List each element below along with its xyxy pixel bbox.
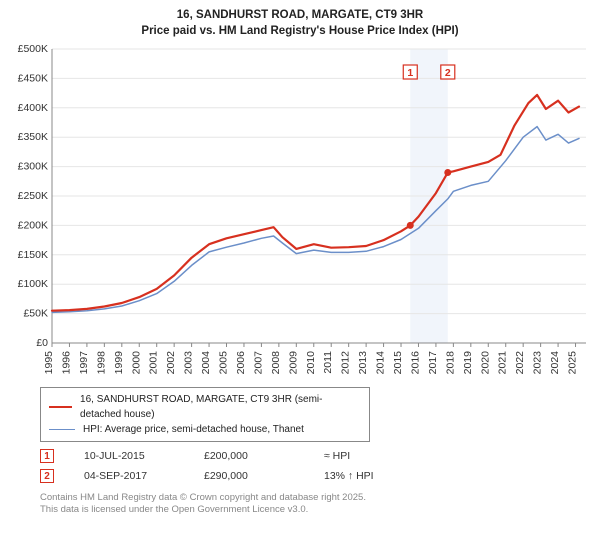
svg-text:1995: 1995 [43,351,55,375]
svg-text:2019: 2019 [462,351,474,375]
legend-item: 16, SANDHURST ROAD, MARGATE, CT9 3HR (se… [49,392,361,422]
svg-text:£300K: £300K [18,161,48,173]
svg-text:£250K: £250K [18,190,48,202]
annotation-price: £290,000 [204,470,294,482]
svg-text:1997: 1997 [78,351,90,375]
annotation-row: 2 04-SEP-2017 £290,000 13% ↑ HPI [40,466,588,486]
legend: 16, SANDHURST ROAD, MARGATE, CT9 3HR (se… [40,387,370,442]
svg-text:2002: 2002 [165,351,177,375]
annotation-date: 10-JUL-2015 [84,450,174,462]
svg-text:2016: 2016 [409,351,421,375]
svg-text:2013: 2013 [357,351,369,375]
chart-svg: £0 £50K £100K £150K £200K £250K £300K £350K £400… [10,45,590,381]
svg-text:2011: 2011 [322,351,334,374]
legend-swatch [49,429,75,431]
svg-text:2015: 2015 [392,351,404,375]
svg-text:2007: 2007 [252,351,264,375]
svg-text:£500K: £500K [18,45,48,55]
svg-text:2012: 2012 [340,351,352,375]
credits: Contains HM Land Registry data © Crown c… [40,492,588,516]
svg-text:2009: 2009 [287,351,299,375]
svg-text:2022: 2022 [514,351,526,375]
svg-text:2006: 2006 [235,351,247,375]
svg-text:£450K: £450K [18,72,48,84]
svg-text:£150K: £150K [18,249,48,261]
title-line-1: 16, SANDHURST ROAD, MARGATE, CT9 3HR [10,8,590,24]
svg-text:1996: 1996 [60,351,72,375]
svg-text:2000: 2000 [130,351,142,375]
svg-text:£50K: £50K [23,308,48,320]
legend-swatch [49,406,72,408]
annotation-note: ≈ HPI [324,450,414,462]
svg-text:2025: 2025 [567,351,579,375]
svg-text:2017: 2017 [427,351,439,375]
annotation-note: 13% ↑ HPI [324,470,414,482]
svg-text:£200K: £200K [18,219,48,231]
svg-text:2004: 2004 [200,351,212,375]
legend-label: HPI: Average price, semi-detached house,… [83,422,304,437]
svg-text:£350K: £350K [18,131,48,143]
svg-text:£400K: £400K [18,102,48,114]
legend-label: 16, SANDHURST ROAD, MARGATE, CT9 3HR (se… [80,392,361,422]
annotation-row: 1 10-JUL-2015 £200,000 ≈ HPI [40,446,588,466]
svg-text:2: 2 [445,67,451,79]
svg-text:£100K: £100K [18,278,48,290]
svg-text:2008: 2008 [270,351,282,375]
svg-text:2023: 2023 [532,351,544,375]
svg-text:£0: £0 [36,337,48,349]
annotation-price: £200,000 [204,450,294,462]
svg-text:2003: 2003 [183,351,195,375]
annotation-date: 04-SEP-2017 [84,470,174,482]
legend-item: HPI: Average price, semi-detached house,… [49,422,361,437]
price-chart: £0 £50K £100K £150K £200K £250K £300K £350K £400… [10,45,590,381]
credits-line: Contains HM Land Registry data © Crown c… [40,492,588,504]
annotation-table: 1 10-JUL-2015 £200,000 ≈ HPI 2 04-SEP-20… [40,446,588,486]
svg-text:2020: 2020 [479,351,491,375]
svg-text:2018: 2018 [444,351,456,375]
annotation-marker-icon: 2 [40,469,54,483]
svg-text:1999: 1999 [113,351,125,375]
chart-title: 16, SANDHURST ROAD, MARGATE, CT9 3HR Pri… [10,8,590,39]
svg-text:2005: 2005 [218,351,230,375]
svg-text:1: 1 [407,67,413,79]
svg-text:2001: 2001 [148,351,160,375]
title-line-2: Price paid vs. HM Land Registry's House … [10,24,590,40]
svg-text:2010: 2010 [305,351,317,375]
svg-text:2014: 2014 [375,351,387,375]
svg-text:2024: 2024 [549,351,561,375]
credits-line: This data is licensed under the Open Gov… [40,504,588,516]
annotation-marker-icon: 1 [40,449,54,463]
svg-text:1998: 1998 [95,351,107,375]
svg-text:2021: 2021 [497,351,509,375]
